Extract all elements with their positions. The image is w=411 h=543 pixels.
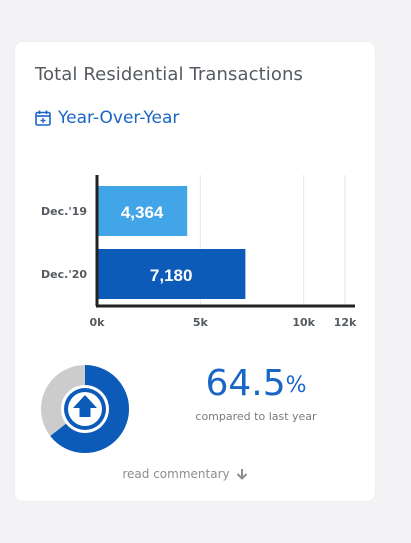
chart-bars: 4,364 7,180 xyxy=(97,186,246,299)
change-caption: compared to last year xyxy=(195,410,317,423)
card-title: Total Residential Transactions xyxy=(35,64,303,85)
donut-fill-arc xyxy=(50,365,129,453)
period-selector[interactable]: Year-Over-Year xyxy=(34,108,179,128)
change-value: 64.5 xyxy=(205,363,286,404)
bar xyxy=(97,186,188,236)
period-label: Year-Over-Year xyxy=(58,108,180,128)
bar-chart: 4,364 7,180 0k 5k 10k 12k Dec.'19 Dec.'20 xyxy=(41,175,357,329)
chart-axes: 0k 5k 10k 12k Dec.'19 Dec.'20 xyxy=(41,175,357,329)
change-donut xyxy=(41,365,129,453)
change-unit: % xyxy=(285,373,307,398)
transactions-card: Total Residential Transactions Year-Over… xyxy=(15,42,375,501)
arrow-down-icon xyxy=(236,468,248,480)
x-tick-label: 12k xyxy=(334,316,357,329)
bar-value-label: 4,364 xyxy=(121,203,164,222)
change-percentage: 64.5% xyxy=(185,362,327,406)
category-label: Dec.'20 xyxy=(41,268,87,281)
x-tick-label: 10k xyxy=(292,316,315,329)
read-commentary-link[interactable]: read commentary xyxy=(15,467,355,481)
bar-value-label: 7,180 xyxy=(150,266,193,285)
arrow-up-icon xyxy=(64,388,106,430)
x-tick-label: 5k xyxy=(193,316,209,329)
category-label: Dec.'19 xyxy=(41,205,87,218)
bar xyxy=(97,249,246,299)
commentary-label: read commentary xyxy=(122,467,230,481)
x-tick-label: 0k xyxy=(90,316,106,329)
calendar-icon xyxy=(34,109,52,127)
